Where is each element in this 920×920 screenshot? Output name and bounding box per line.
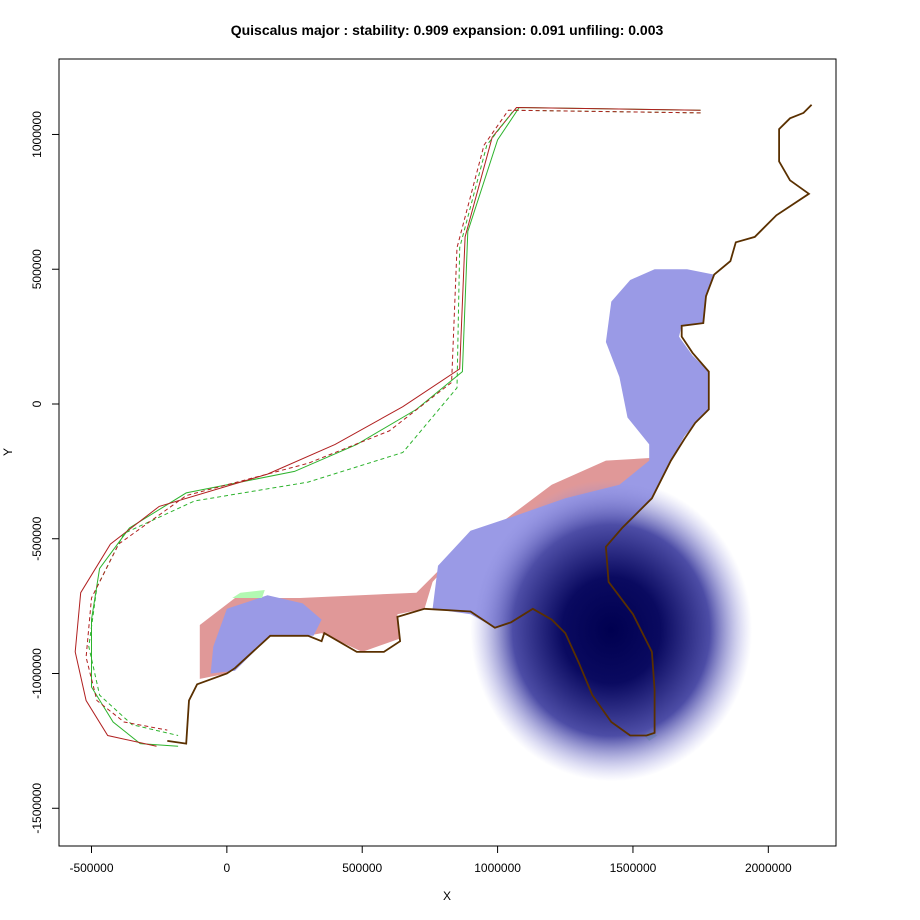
- outline-invaded-dashed-3: [85, 109, 701, 731]
- outline-invaded-solid-1: [74, 106, 701, 747]
- stability-density-hotspot: [470, 479, 753, 782]
- x-tick-label: 1000000: [474, 861, 521, 875]
- x-tick-label: 0: [224, 861, 231, 875]
- x-tick-label: 1500000: [610, 861, 657, 875]
- outline-native-dashed-2: [88, 109, 701, 736]
- coastline: [167, 104, 813, 745]
- y-tick-label: -1500000: [30, 783, 44, 834]
- chart-title: Quiscalus major : stability: 0.909 expan…: [231, 22, 664, 38]
- y-tick-label: 0: [30, 400, 44, 407]
- x-axis: -500000 0 500000 1000000 1500000 2000000: [69, 845, 792, 875]
- x-tick-label: -500000: [69, 861, 113, 875]
- x-tick-label: 500000: [342, 861, 382, 875]
- y-axis: -1500000 -1000000 -500000 0 500000 1000000: [30, 111, 60, 834]
- regions-layer: [199, 269, 753, 782]
- y-tick-label: -500000: [30, 516, 44, 560]
- region-stability-1: [210, 595, 322, 674]
- y-tick-label: -1000000: [30, 648, 44, 699]
- x-axis-title: X: [443, 889, 451, 903]
- outlines-layer: [74, 104, 813, 747]
- y-tick-label: 1000000: [30, 111, 44, 158]
- x-tick-label: 2000000: [745, 861, 792, 875]
- y-tick-label: 500000: [30, 249, 44, 289]
- region-unfilling-3: [232, 590, 265, 598]
- plot-area-background: [59, 59, 836, 846]
- y-axis-title: Y: [1, 448, 15, 456]
